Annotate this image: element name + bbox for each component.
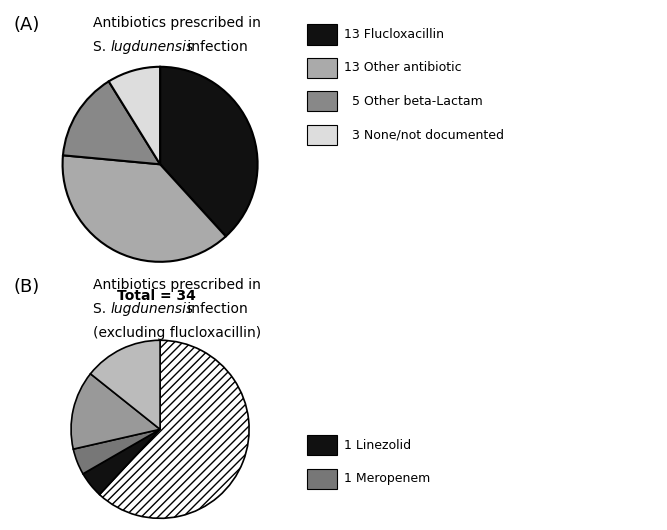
Text: (A): (A) xyxy=(13,16,40,34)
Wedge shape xyxy=(99,340,249,518)
Text: 3 None/not documented: 3 None/not documented xyxy=(344,128,504,141)
Text: (excluding flucloxacillin): (excluding flucloxacillin) xyxy=(93,326,261,340)
Wedge shape xyxy=(109,67,160,164)
Text: 5 Other beta-Lactam: 5 Other beta-Lactam xyxy=(344,95,482,108)
Text: infection: infection xyxy=(183,40,248,54)
Text: S.: S. xyxy=(93,302,111,316)
Text: Antibiotics prescribed in: Antibiotics prescribed in xyxy=(93,278,261,292)
Wedge shape xyxy=(73,429,160,474)
Wedge shape xyxy=(91,340,160,429)
Text: S.: S. xyxy=(93,40,111,54)
Wedge shape xyxy=(63,155,225,262)
Text: lugdunensis: lugdunensis xyxy=(110,302,193,316)
Text: Total = 34: Total = 34 xyxy=(117,289,196,303)
Wedge shape xyxy=(160,67,257,236)
Text: Antibiotics prescribed in: Antibiotics prescribed in xyxy=(93,16,261,30)
Text: 13 Other antibiotic: 13 Other antibiotic xyxy=(344,61,461,74)
Wedge shape xyxy=(63,82,160,164)
Text: lugdunensis: lugdunensis xyxy=(110,40,193,54)
Text: infection: infection xyxy=(183,302,248,316)
Wedge shape xyxy=(83,429,160,494)
Text: (B): (B) xyxy=(13,278,39,296)
Text: 1 Linezolid: 1 Linezolid xyxy=(344,439,411,452)
Text: 13 Flucloxacillin: 13 Flucloxacillin xyxy=(344,28,444,41)
Wedge shape xyxy=(71,374,160,449)
Text: 1 Meropenem: 1 Meropenem xyxy=(344,472,430,485)
